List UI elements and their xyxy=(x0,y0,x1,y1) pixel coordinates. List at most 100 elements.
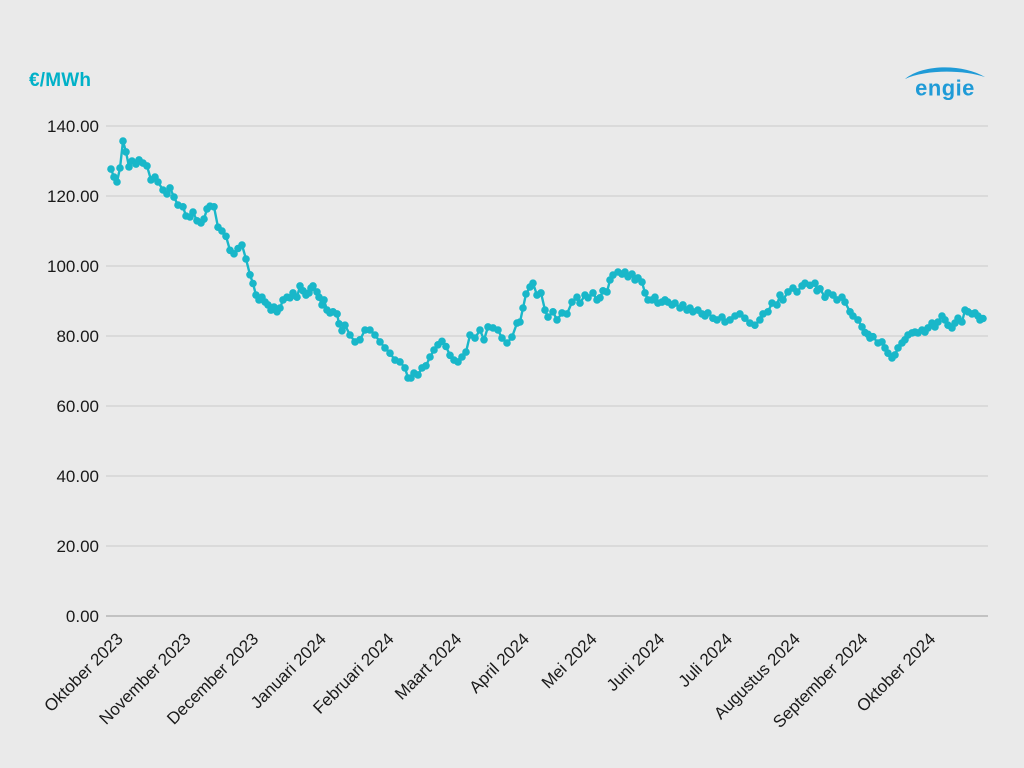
data-point xyxy=(414,371,422,379)
y-tick-label: 60.00 xyxy=(56,397,99,416)
data-point xyxy=(371,331,379,339)
data-point xyxy=(309,282,317,290)
data-point xyxy=(381,344,389,352)
data-point xyxy=(589,289,597,297)
data-point xyxy=(651,293,659,302)
data-point xyxy=(122,148,130,156)
data-point xyxy=(751,321,759,330)
data-point xyxy=(386,349,394,358)
data-point xyxy=(811,279,819,288)
data-point xyxy=(238,241,246,249)
data-point xyxy=(756,316,764,324)
engie-logo-swoosh-icon xyxy=(904,67,986,80)
y-tick-label: 120.00 xyxy=(47,187,99,206)
data-point xyxy=(563,310,571,318)
data-point xyxy=(218,227,226,235)
data-point xyxy=(934,318,942,326)
data-point xyxy=(841,298,849,306)
data-point xyxy=(544,313,552,321)
data-point xyxy=(222,232,230,241)
data-point xyxy=(576,299,584,307)
data-point xyxy=(438,337,446,346)
data-point xyxy=(341,321,349,330)
price-series-line xyxy=(109,139,985,380)
data-point xyxy=(704,309,712,317)
y-axis-unit-label: €/MWh xyxy=(29,70,92,91)
data-point xyxy=(498,334,506,342)
engie-logo-text: engie xyxy=(915,75,975,100)
data-point xyxy=(246,271,254,279)
data-point xyxy=(764,308,772,316)
data-point xyxy=(401,364,409,372)
data-point xyxy=(143,162,151,170)
data-point xyxy=(891,351,899,359)
data-point xyxy=(638,278,646,286)
data-point xyxy=(430,346,438,354)
data-point xyxy=(210,203,218,211)
data-point xyxy=(537,289,545,297)
data-point xyxy=(242,255,250,263)
data-point xyxy=(508,333,516,341)
data-point xyxy=(276,304,284,312)
data-point xyxy=(116,164,124,172)
data-point xyxy=(107,165,115,173)
data-point xyxy=(519,304,527,312)
data-point xyxy=(426,353,434,361)
data-point xyxy=(119,137,127,145)
data-point xyxy=(189,208,197,216)
data-point xyxy=(163,190,171,198)
data-point xyxy=(494,326,502,334)
data-point xyxy=(584,294,592,302)
data-point xyxy=(356,336,364,344)
y-tick-label: 140.00 xyxy=(47,117,99,136)
data-point xyxy=(480,336,488,344)
data-point xyxy=(541,306,549,314)
data-point xyxy=(854,316,862,324)
y-tick-label: 20.00 xyxy=(56,537,99,556)
data-point xyxy=(793,288,801,296)
data-point xyxy=(779,296,787,304)
data-point xyxy=(671,299,679,307)
x-tick-label: April 2024 xyxy=(465,629,533,697)
data-point xyxy=(773,301,781,309)
data-point xyxy=(471,334,479,342)
data-point xyxy=(230,250,238,258)
data-point xyxy=(170,193,178,201)
engie-logo: engie xyxy=(904,67,986,100)
data-point xyxy=(154,178,162,186)
data-point xyxy=(741,314,749,323)
data-point xyxy=(878,338,886,346)
data-point xyxy=(333,310,341,318)
data-point xyxy=(366,326,374,334)
data-point xyxy=(335,320,343,328)
x-tick-label: Maart 2024 xyxy=(391,629,465,703)
data-point xyxy=(376,338,384,346)
data-point xyxy=(113,178,121,186)
data-point xyxy=(200,215,208,223)
x-tick-label: Juni 2024 xyxy=(603,629,669,695)
y-tick-label: 0.00 xyxy=(66,607,99,626)
data-point xyxy=(522,290,530,298)
data-point xyxy=(679,301,687,309)
data-point xyxy=(529,279,537,288)
data-point xyxy=(503,339,511,347)
data-point xyxy=(179,203,187,211)
data-point xyxy=(628,270,636,278)
data-point xyxy=(462,348,470,356)
data-point xyxy=(596,294,604,302)
x-tick-label: Mei 2024 xyxy=(538,629,601,692)
data-point xyxy=(442,342,450,351)
data-point xyxy=(958,318,966,326)
data-point xyxy=(166,184,174,192)
y-tick-label: 100.00 xyxy=(47,257,99,276)
data-point xyxy=(125,163,133,171)
data-point xyxy=(603,288,611,296)
data-point xyxy=(979,314,987,323)
data-point xyxy=(568,298,576,306)
data-point xyxy=(549,308,557,316)
data-point xyxy=(869,332,877,341)
data-point xyxy=(346,331,354,339)
data-point xyxy=(516,318,524,326)
